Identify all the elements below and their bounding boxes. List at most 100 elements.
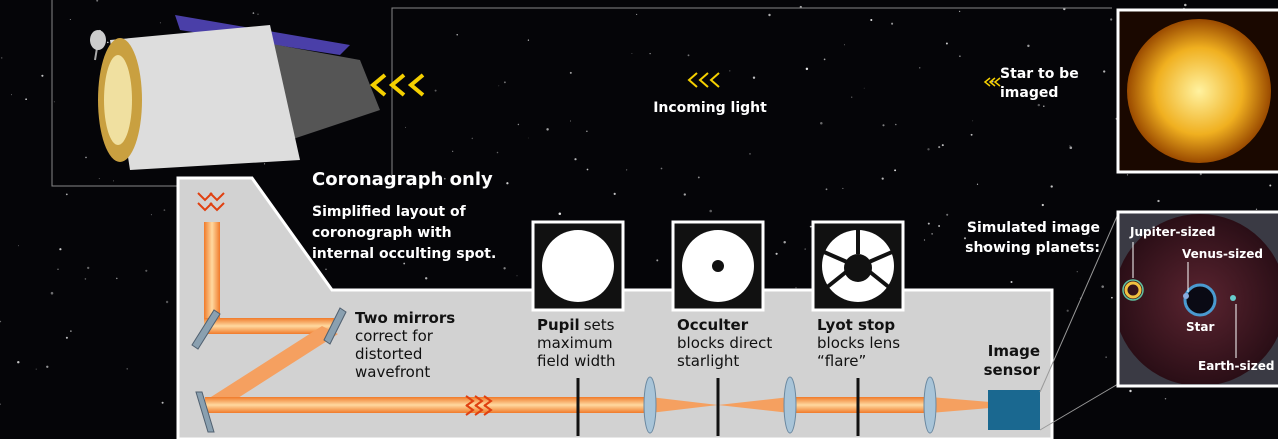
simulated-image-field — [1120, 214, 1278, 384]
connector — [1039, 213, 1119, 393]
star-dot — [403, 262, 406, 265]
star-dot — [527, 137, 529, 139]
star-dot — [96, 0, 99, 2]
star-dot — [863, 87, 865, 89]
star-dot — [894, 169, 897, 172]
star-dot — [517, 123, 520, 126]
star-dot — [1129, 389, 1132, 393]
star-dot — [1199, 173, 1202, 176]
component-description: blocks lens — [817, 334, 900, 352]
star-dot — [17, 360, 20, 364]
star-dot — [729, 70, 731, 72]
star-dot — [98, 178, 100, 180]
star-dot — [963, 237, 967, 240]
star-dot — [749, 153, 751, 155]
pupil-icon — [531, 220, 625, 312]
star-dot — [516, 275, 518, 277]
caption: showing planets: — [965, 240, 1100, 256]
star-dot — [976, 183, 979, 185]
component-name: Image — [988, 342, 1040, 360]
star-dot — [471, 137, 474, 140]
star-dot — [586, 168, 589, 171]
star-dot — [1050, 185, 1053, 188]
star-dot — [70, 330, 72, 332]
star-dot — [1103, 70, 1106, 73]
telescope — [90, 15, 380, 170]
star-dot — [931, 233, 933, 235]
star-dot — [569, 71, 572, 74]
star-dot — [107, 41, 109, 44]
caption: Simulated image — [967, 220, 1100, 236]
label: imaged — [1000, 85, 1058, 101]
star-dot — [927, 148, 930, 151]
lyot-icon — [811, 220, 905, 312]
star-dot — [941, 144, 944, 147]
star-dot — [113, 180, 115, 182]
svg-text:Occulter: Occulter — [677, 316, 749, 334]
star-dot — [870, 18, 873, 22]
star-dot — [496, 151, 499, 154]
star-dot — [57, 268, 59, 270]
star-dot — [1111, 296, 1113, 299]
star-image-sun — [1127, 19, 1271, 163]
connector — [1039, 383, 1119, 431]
star-dot — [35, 368, 37, 370]
star-dot — [65, 336, 68, 339]
star-dot — [11, 94, 12, 96]
star-dot — [683, 193, 686, 196]
star-dot — [631, 53, 633, 54]
stop-line — [576, 378, 860, 436]
star-dot — [1126, 174, 1129, 176]
star-dot — [1010, 280, 1013, 284]
star-dot — [1157, 199, 1160, 203]
section-title: Coronagraph only — [312, 169, 493, 190]
star-dot — [69, 19, 71, 20]
star-dot — [809, 225, 812, 228]
star-dot — [1184, 3, 1187, 7]
light-beam — [200, 222, 990, 413]
star-dot — [687, 54, 690, 57]
image-sensor — [988, 390, 1040, 430]
svg-text:Lyot stop: Lyot stop — [817, 316, 895, 334]
star-dot — [0, 57, 3, 59]
star-dot — [938, 146, 941, 149]
star-dot — [970, 245, 972, 247]
star-dot — [1025, 74, 1027, 76]
star-dot — [891, 22, 894, 25]
star-dot — [805, 67, 809, 71]
star-dot — [264, 163, 266, 165]
light-arrows — [369, 72, 1001, 97]
component-description: correct for — [355, 327, 434, 345]
star-dot — [586, 130, 588, 132]
star-dot — [820, 121, 823, 125]
star-dot — [366, 176, 369, 179]
star-dot — [881, 177, 884, 180]
star-dot — [116, 277, 118, 280]
component-name: Occulter — [677, 316, 749, 334]
star-dot — [851, 96, 853, 98]
star-dot — [452, 150, 454, 152]
component-description: “flare” — [817, 352, 866, 370]
mirror — [191, 307, 347, 433]
star-dot — [145, 269, 148, 272]
label: Incoming light — [653, 100, 767, 116]
star-dot — [697, 176, 700, 179]
star-dot — [958, 10, 961, 13]
star-dot — [1255, 208, 1258, 210]
label: Star to be — [1000, 66, 1079, 82]
star-dot — [65, 193, 68, 196]
star-dot — [768, 13, 771, 17]
star-dot — [843, 44, 846, 46]
star-dot — [0, 320, 2, 323]
star-dot — [527, 39, 530, 41]
star-dot — [1041, 203, 1044, 207]
star-dot — [159, 22, 161, 24]
component-name: Lyot stop — [817, 316, 895, 334]
description: Simplified layout of — [312, 204, 467, 220]
star-dot — [882, 124, 885, 127]
star-dot — [456, 34, 458, 36]
frame-line — [391, 7, 1112, 186]
star-dot — [405, 126, 407, 128]
planet-label: Venus-sized — [1182, 247, 1263, 261]
